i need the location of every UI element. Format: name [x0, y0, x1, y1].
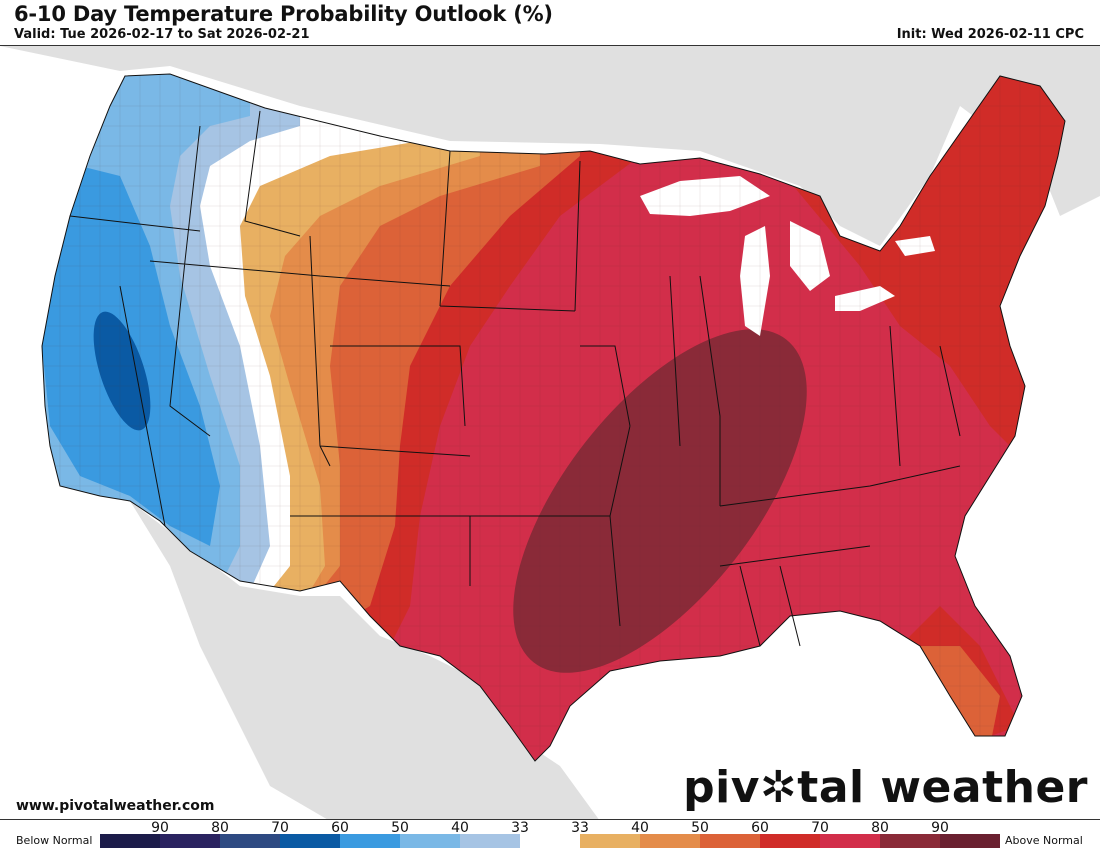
legend-swatch	[220, 834, 280, 848]
pacific-ocean	[0, 476, 160, 819]
legend-tick: 40	[451, 820, 469, 836]
legend-tick: 50	[391, 820, 409, 836]
gear-icon: ✲	[759, 762, 798, 813]
legend-tick: 90	[931, 820, 949, 836]
legend-tick: 50	[691, 820, 709, 836]
mexico-landmass	[130, 501, 599, 819]
state-boundaries	[41, 73, 1066, 762]
legend-swatch	[940, 834, 1000, 848]
legend-tick: 80	[871, 820, 889, 836]
legend-tick: 90	[151, 820, 169, 836]
legend-swatch	[820, 834, 880, 848]
legend-tick: 70	[811, 820, 829, 836]
legend-swatch	[160, 834, 220, 848]
below-60-contour	[93, 311, 151, 431]
website-url[interactable]: www.pivotalweather.com	[16, 798, 215, 814]
legend-swatch	[760, 834, 820, 848]
legend-swatch	[580, 834, 640, 848]
legend-above-normal-label: Above Normal	[1005, 834, 1083, 847]
legend-tick: 60	[751, 820, 769, 836]
legend-swatch	[640, 834, 700, 848]
header: 6-10 Day Temperature Probability Outlook…	[0, 0, 1100, 46]
legend-swatch	[700, 834, 760, 848]
brand-suffix: tal weather	[797, 762, 1088, 813]
pivotal-weather-logo: piv✲tal weather	[683, 762, 1088, 813]
valid-period: Valid: Tue 2026-02-17 to Sat 2026-02-21	[14, 27, 310, 42]
great-lakes	[640, 176, 935, 336]
legend-tick: 70	[271, 820, 289, 836]
probability-legend: Below Normal Above Normal 90 80 70 60 50 40 33…	[0, 820, 1100, 850]
legend-tick: 40	[631, 820, 649, 836]
map-canvas	[0, 46, 1100, 819]
legend-swatch	[460, 834, 520, 848]
legend-tick: 33	[511, 820, 529, 836]
map-area	[0, 45, 1100, 820]
legend-swatch	[100, 834, 160, 848]
legend-swatch	[340, 834, 400, 848]
init-time: Init: Wed 2026-02-11 CPC	[896, 27, 1084, 42]
legend-tick: 60	[331, 820, 349, 836]
map-title: 6-10 Day Temperature Probability Outlook…	[14, 2, 553, 26]
legend-swatch	[280, 834, 340, 848]
brand-prefix: piv	[683, 762, 760, 813]
legend-tick: 80	[211, 820, 229, 836]
legend-swatch	[400, 834, 460, 848]
legend-swatch	[520, 834, 580, 848]
canada-landmass	[0, 46, 1100, 246]
legend-tick: 33	[571, 820, 589, 836]
legend-below-normal-label: Below Normal	[16, 834, 93, 847]
legend-swatch	[880, 834, 940, 848]
